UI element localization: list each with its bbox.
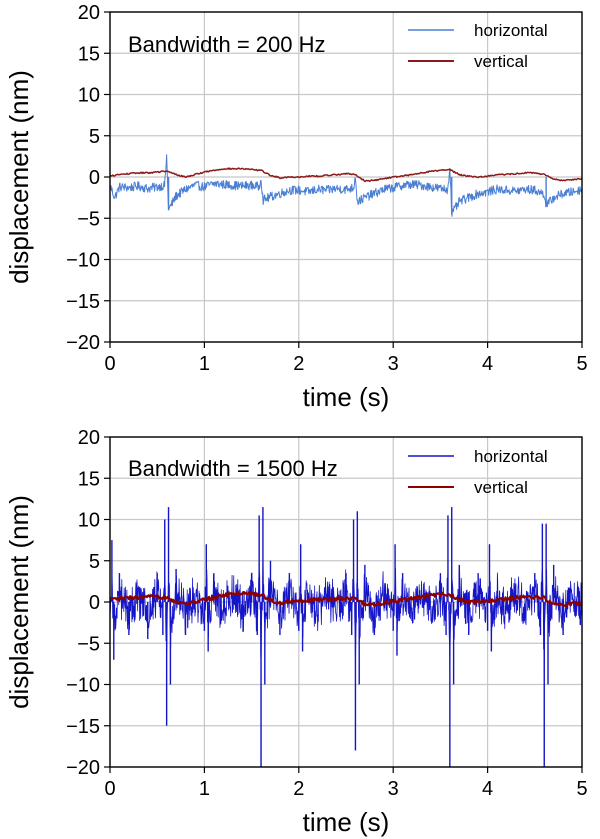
legend: horizontal vertical <box>408 21 548 71</box>
x-tick-label: 4 <box>482 353 493 375</box>
y-tick-label: 10 <box>78 510 100 532</box>
x-tick-label: 4 <box>482 778 493 800</box>
y-tick-label: 5 <box>89 126 100 148</box>
series-line-horizontal <box>109 154 583 217</box>
y-tick-label: 15 <box>78 43 100 65</box>
chart-panel-2: 0 1 2 3 4 5 20 15 10 5 0 −5 −10 −15 −20 time (s) displac… <box>4 427 588 837</box>
y-tick-label: −20 <box>66 757 100 779</box>
y-tick-label: 5 <box>89 551 100 573</box>
x-tick-label: 2 <box>293 778 304 800</box>
y-tick-label: −10 <box>66 250 100 272</box>
y-tick-label: 10 <box>78 85 100 107</box>
bandwidth-annotation: Bandwidth = 200 Hz <box>128 32 326 57</box>
y-tick-label: −5 <box>77 208 100 230</box>
x-tick-label: 2 <box>293 353 304 375</box>
x-tick-label: 0 <box>104 353 115 375</box>
legend-label-vertical: vertical <box>474 52 528 71</box>
x-tick-label: 0 <box>104 778 115 800</box>
legend-label-vertical: vertical <box>474 478 528 497</box>
series-line-vertical <box>109 167 583 183</box>
chart-panel-1: 0 1 2 3 4 5 20 15 10 5 0 −5 −10 −15 −20 time (s) displac… <box>4 2 588 412</box>
x-tick-label: 1 <box>199 353 210 375</box>
legend: horizontal vertical <box>408 447 548 497</box>
y-tick-label: 0 <box>89 167 100 189</box>
x-tick-label: 1 <box>199 778 210 800</box>
y-tick-label: 0 <box>89 592 100 614</box>
legend-label-horizontal: horizontal <box>474 447 548 466</box>
x-axis-label: time (s) <box>303 382 390 412</box>
x-tick-label: 5 <box>576 778 587 800</box>
y-tick-label: 20 <box>78 2 100 24</box>
y-tick-label: −15 <box>66 716 100 738</box>
y-tick-label: −15 <box>66 291 100 313</box>
y-tick-label: −10 <box>66 675 100 697</box>
y-tick-label: 15 <box>78 468 100 490</box>
x-axis-label: time (s) <box>303 807 390 837</box>
y-axis-label: displacement (nm) <box>4 70 34 284</box>
y-tick-label: −5 <box>77 633 100 655</box>
series-group <box>109 507 583 767</box>
y-axis-label: displacement (nm) <box>4 495 34 709</box>
x-tick-label: 3 <box>388 353 399 375</box>
x-tick-label: 5 <box>576 353 587 375</box>
series-line-vertical <box>109 590 583 608</box>
bandwidth-annotation: Bandwidth = 1500 Hz <box>128 456 338 481</box>
y-tick-label: −20 <box>66 332 100 354</box>
y-tick-label: 20 <box>78 427 100 449</box>
x-tick-label: 3 <box>388 778 399 800</box>
series-group <box>109 154 583 217</box>
legend-label-horizontal: horizontal <box>474 21 548 40</box>
